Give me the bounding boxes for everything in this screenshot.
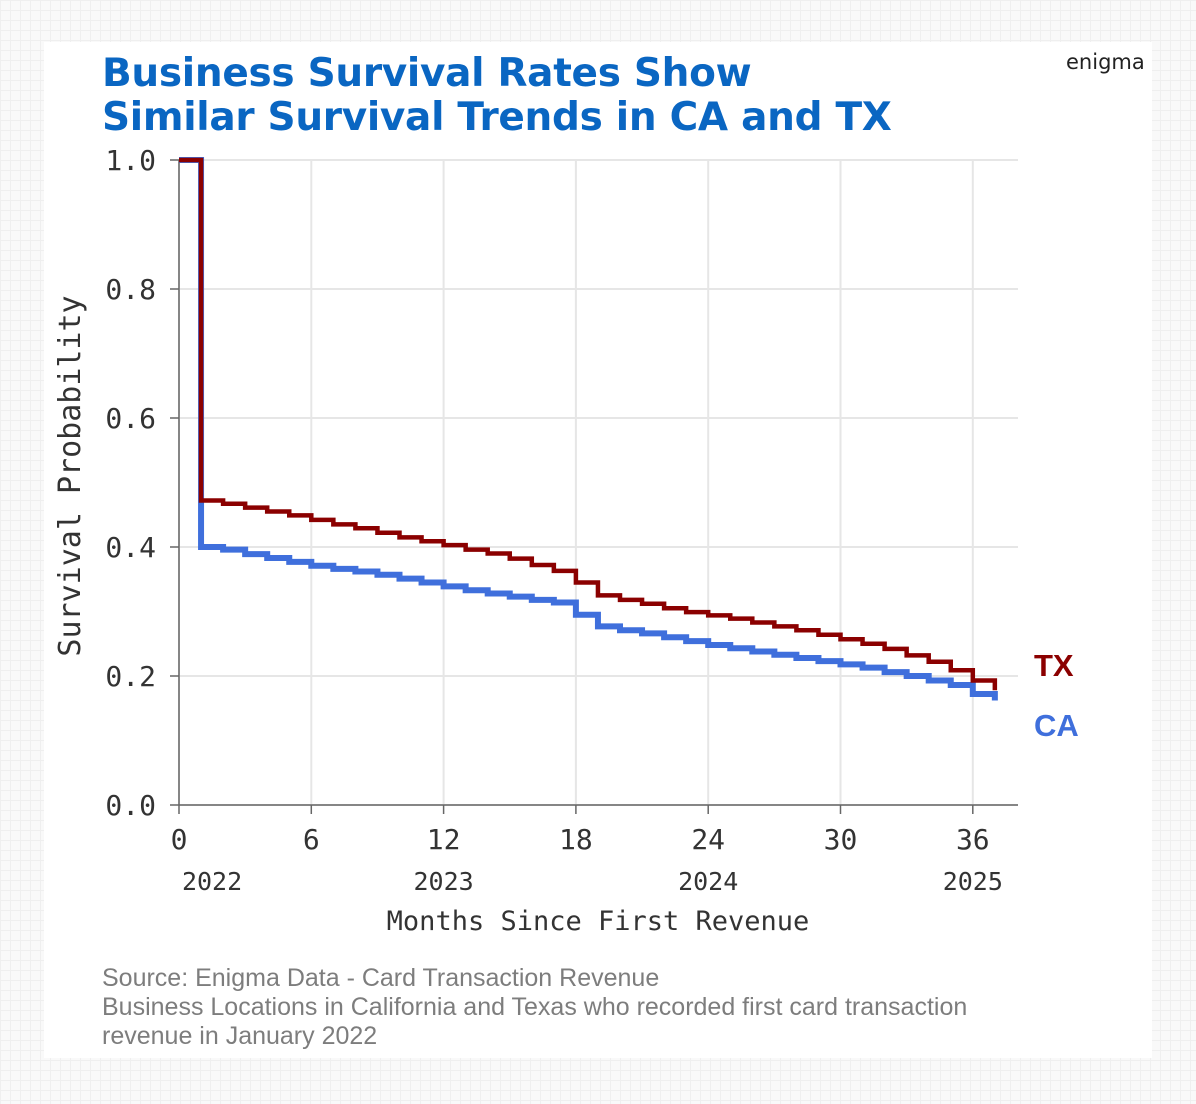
year-label: 2022: [182, 867, 242, 896]
x-tick-label: 0: [171, 823, 188, 856]
x-tick-label: 18: [559, 823, 593, 856]
year-label: 2024: [678, 867, 738, 896]
x-tick-label: 12: [427, 823, 461, 856]
x-tick-label: 36: [956, 823, 990, 856]
y-axis-label: Survival Probability: [53, 295, 88, 656]
series-label-tx: TX: [1034, 648, 1074, 683]
source-line-1: Source: Enigma Data - Card Transaction R…: [102, 964, 660, 992]
chart-title-line-1: Business Survival Rates Show: [102, 51, 752, 96]
source-line-2: Business Locations in California and Tex…: [102, 993, 968, 1021]
series-line-tx: [179, 157, 998, 691]
y-tick-label: 0.4: [105, 531, 156, 564]
series-line-ca: [179, 157, 998, 701]
y-tick-label: 0.8: [105, 273, 156, 306]
y-tick-label: 0.0: [105, 789, 156, 822]
source-line-3: revenue in January 2022: [102, 1022, 378, 1050]
year-label: 2025: [943, 867, 1003, 896]
y-tick-label: 0.6: [105, 402, 156, 435]
chart-title: Business Survival Rates Show Similar Sur…: [102, 52, 892, 140]
axes: [170, 159, 1018, 814]
x-tick-label: 24: [691, 823, 725, 856]
year-label: 2023: [413, 867, 473, 896]
chart-title-line-2: Similar Survival Trends in CA and TX: [102, 95, 892, 140]
y-tick-label: 1.0: [105, 144, 156, 177]
x-tick-label: 6: [303, 823, 320, 856]
series-label-ca: CA: [1034, 708, 1079, 743]
y-tick-label: 0.2: [105, 660, 156, 693]
x-tick-label: 30: [824, 823, 858, 856]
chart-labels: 0.0 0.2 0.4 0.6 0.8 1.0 0 6 12 18 24 30 36 2022 2023 20…: [105, 144, 1078, 896]
grid-lines: [178, 159, 1018, 806]
x-axis-label: Months Since First Revenue: [387, 906, 810, 937]
enigma-logo: enigma: [1066, 50, 1145, 74]
series-lines: [179, 157, 998, 701]
source-note: Source: Enigma Data - Card Transaction R…: [102, 964, 1162, 1051]
